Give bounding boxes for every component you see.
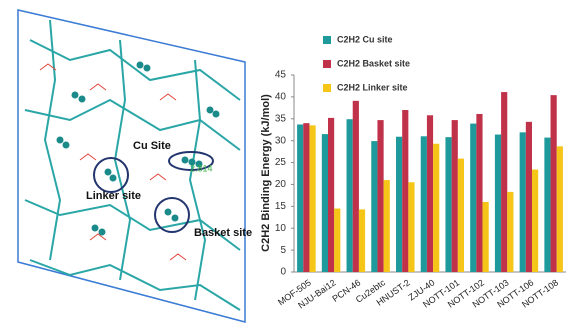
y-tick-label: 30 (275, 135, 287, 146)
bar (402, 110, 408, 272)
bar (408, 182, 414, 272)
bar (297, 124, 303, 272)
y-tick-label: 25 (275, 157, 287, 168)
bar (551, 95, 557, 272)
linker-site-label: Linker site (86, 190, 141, 202)
y-tick-label: 15 (275, 201, 287, 212)
bar (377, 120, 383, 272)
linker-site-marker (94, 158, 128, 192)
bar (396, 137, 402, 272)
bar (427, 115, 433, 272)
basket-site-label: Basket site (194, 227, 252, 239)
bar (483, 202, 489, 272)
bar (495, 135, 501, 272)
y-tick-label: 5 (280, 245, 286, 256)
figure: Cu Site 2.814 Linker site Basket site C2… (0, 0, 573, 329)
y-tick-label: 20 (275, 179, 287, 190)
distance-label: 2.814 (190, 163, 213, 173)
legend-swatch (323, 84, 331, 92)
y-tick-label: 40 (275, 92, 287, 103)
bar (384, 180, 390, 272)
bar (544, 138, 550, 272)
structure-image: Cu Site 2.814 Linker site Basket site (18, 10, 252, 322)
bar (476, 114, 482, 272)
bar (371, 141, 377, 272)
bar (557, 146, 563, 272)
legend-label: C2H2 Cu site (337, 34, 393, 44)
bar (458, 159, 464, 272)
bar (501, 92, 507, 272)
bar (526, 122, 532, 272)
page: {"structure": {"labels": {"cu_site": "Cu… (0, 0, 573, 329)
bar (359, 209, 365, 272)
bar (322, 134, 328, 272)
y-tick-label: 45 (275, 70, 287, 81)
bar (353, 101, 359, 272)
cu-site-label: Cu Site (133, 140, 171, 152)
bar (532, 170, 538, 272)
bar (470, 124, 476, 272)
basket-site-marker (155, 198, 189, 232)
bar (328, 118, 334, 272)
y-axis-label: C2H2 Binding Energy (kJ/mol) (260, 94, 272, 252)
legend-label: C2H2 Linker site (337, 82, 408, 92)
bar (303, 123, 309, 272)
bar (445, 137, 451, 272)
legend-label: C2H2 Basket site (337, 58, 410, 68)
legend-swatch (323, 60, 331, 68)
bar (421, 136, 427, 272)
bar (520, 132, 526, 272)
bar (452, 120, 458, 272)
bar (507, 192, 513, 272)
bar (309, 125, 315, 272)
bar (433, 144, 439, 272)
legend-swatch (323, 36, 331, 44)
y-tick-label: 0 (280, 267, 286, 278)
bar (347, 119, 353, 272)
y-tick-label: 35 (275, 113, 287, 124)
bar (334, 209, 340, 272)
y-tick-label: 10 (275, 223, 287, 234)
